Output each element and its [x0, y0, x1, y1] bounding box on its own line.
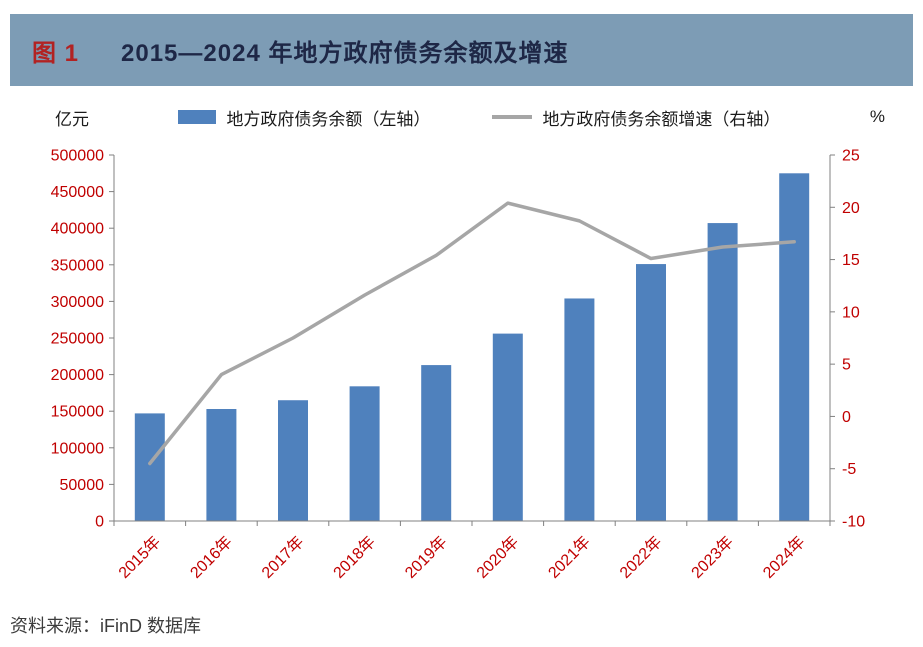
bar-2016年: [206, 409, 237, 521]
growth-rate-line: [148, 201, 796, 466]
left-tick-label: 150000: [51, 404, 104, 421]
bar-2017年: [278, 400, 308, 521]
left-tick-label: 0: [95, 514, 104, 531]
bar-series-label: 地方政府债务余额（左轴）: [226, 109, 431, 129]
figure-number-label: 图 1: [32, 39, 80, 67]
left-tick-label: 250000: [51, 331, 104, 348]
bar-2018年: [349, 386, 380, 521]
bar-2015年: [134, 413, 165, 521]
left-tick-label: 200000: [51, 367, 104, 384]
bar-2022年: [636, 264, 666, 521]
right-axis-unit: %: [869, 107, 885, 126]
right-tick-label: 10: [842, 304, 860, 321]
x-category-label: 2024年: [759, 533, 808, 582]
figure-header: 图 1 2015—2024 年地方政府债务余额及增速: [10, 14, 913, 86]
x-category-label: 2015年: [115, 533, 164, 582]
bar-2023年: [707, 223, 738, 521]
legend-item-growth-rate: 地方政府债务余额增速（右轴）: [492, 105, 780, 130]
combo-chart: 0 50000 100000 150000 200000 250000 300000 3500…: [51, 148, 866, 582]
bar-2020年: [492, 333, 523, 521]
bar-2021年: [564, 298, 595, 521]
line-series-swatch: [492, 115, 533, 119]
legend: 地方政府债务余额（左轴） 地方政府债务余额增速（右轴）: [178, 105, 780, 130]
x-category-label: 2016年: [187, 533, 236, 582]
left-tick-label: 100000: [51, 440, 104, 457]
legend-item-debt-balance: 地方政府债务余额（左轴）: [178, 105, 430, 130]
right-tick-label: 15: [842, 252, 860, 269]
left-tick-label: 500000: [51, 148, 104, 165]
x-category-label: 2019年: [401, 533, 450, 582]
right-tick-label: -5: [842, 461, 856, 478]
legend-row: 亿元 地方政府债务余额（左轴） 地方政府债务余额增速（右轴） %: [55, 104, 885, 130]
right-tick-label: 0: [842, 409, 851, 426]
right-tick-label: 5: [842, 357, 851, 374]
bar-2024年: [779, 173, 810, 522]
right-tick-label: -10: [842, 514, 865, 531]
bar-series-swatch: [178, 110, 217, 124]
x-category-label: 2023年: [688, 533, 737, 582]
left-axis-unit: 亿元: [55, 109, 89, 129]
left-tick-label: 400000: [51, 221, 104, 238]
x-category-label: 2020年: [473, 533, 522, 582]
right-tick-label: 20: [842, 200, 860, 217]
x-category-label: 2018年: [330, 533, 379, 582]
left-tick-label: 450000: [51, 184, 104, 201]
bar-2019年: [421, 365, 452, 521]
source-note: 资料来源：iFinD 数据库: [10, 616, 202, 636]
x-category-label: 2022年: [616, 533, 665, 582]
left-tick-label: 350000: [51, 257, 104, 274]
line-series-label: 地方政府债务余额增速（右轴）: [542, 109, 781, 129]
left-tick-label: 50000: [60, 477, 105, 494]
x-category-label: 2021年: [545, 533, 594, 582]
figure-title: 2015—2024 年地方政府债务余额及增速: [121, 39, 569, 67]
x-category-label: 2017年: [258, 533, 307, 582]
left-tick-label: 300000: [51, 294, 104, 311]
right-tick-label: 25: [842, 148, 860, 165]
